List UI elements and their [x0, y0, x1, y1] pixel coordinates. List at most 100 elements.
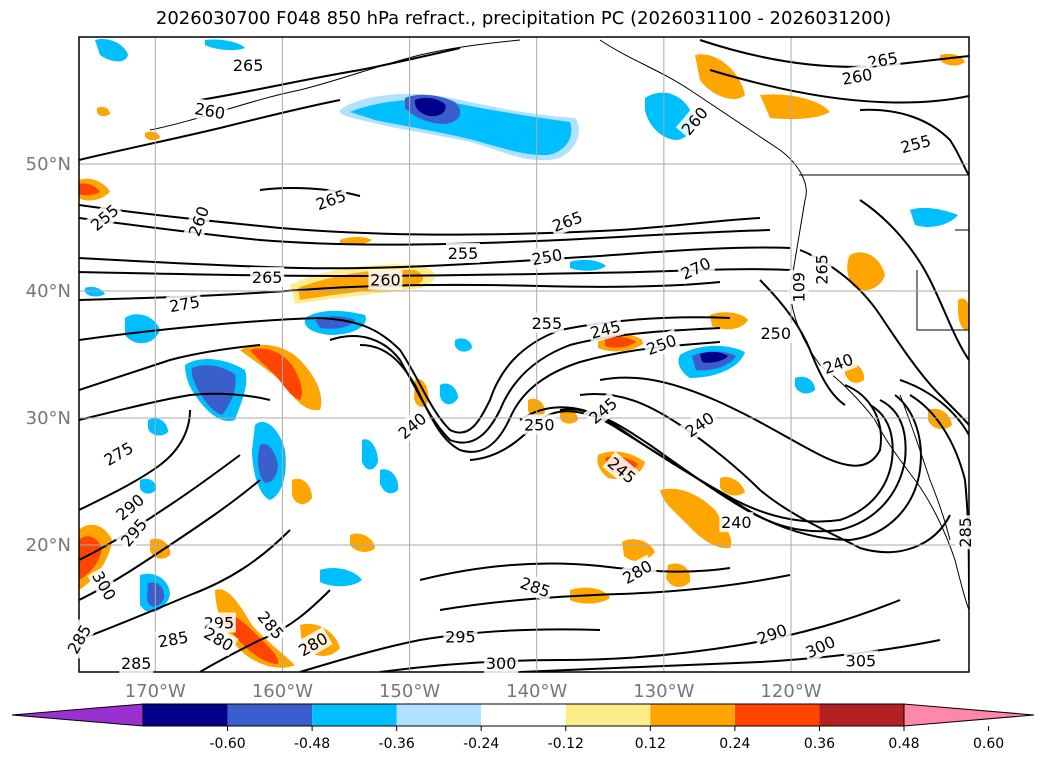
contour-line [599, 376, 882, 467]
contour-label-bg [154, 626, 192, 652]
coastline [916, 270, 969, 331]
contour-label-bg [719, 512, 754, 533]
precip-blob [666, 563, 691, 587]
contour-label-bg [199, 621, 239, 657]
precip-blob [414, 379, 429, 407]
contour-label: 255 [448, 244, 479, 263]
colorbar-swatch [819, 704, 904, 726]
contour-label: 250 [524, 415, 555, 434]
contour-line [79, 316, 731, 434]
lon-tick-label: 170°W [125, 681, 186, 702]
contour-label-group: 260 [368, 269, 403, 290]
precip-blob [440, 383, 458, 405]
colorbar-swatch [312, 704, 397, 726]
contour-line [259, 187, 361, 197]
contour-line [79, 99, 341, 161]
contour-label-group: 305 [843, 650, 878, 671]
contour-label-bg [843, 650, 878, 671]
contour-label-bg [676, 251, 716, 285]
lon-tick-label: 150°W [379, 681, 440, 702]
precip-blob [710, 312, 748, 330]
contour-label-bg [617, 554, 657, 589]
contour-line [199, 47, 461, 101]
lon-tick-label: 130°W [633, 681, 694, 702]
contour-label-bg [547, 205, 587, 237]
colorbar-tick-label: -0.48 [294, 736, 330, 752]
precip-blob [414, 97, 446, 117]
contour-label-bg [484, 653, 519, 674]
contour-label-group: 255 [445, 242, 480, 263]
contour-label-bg [529, 312, 564, 333]
precip-blob [350, 533, 375, 552]
contour-label-bg [98, 436, 139, 471]
precip-blob [257, 443, 278, 483]
contour-label-bg [119, 653, 154, 674]
colorbar-tick-label: 0.24 [719, 736, 750, 752]
coastline [874, 419, 969, 611]
colorbar-tick-label: 0.12 [635, 736, 666, 752]
coastline [899, 394, 951, 541]
contour-label-bg [252, 605, 290, 645]
precip-blob [847, 252, 885, 291]
contour-line [79, 246, 791, 270]
contour-line [899, 379, 969, 436]
contour-line [419, 562, 731, 581]
contour-label-bg [84, 198, 124, 236]
contour-label-bg [752, 618, 792, 650]
contour-line [559, 394, 922, 542]
contour-line [79, 454, 241, 561]
contour-label-group: 295 [443, 626, 478, 647]
precip-blob [320, 568, 362, 587]
contour-label-group: 285 [119, 653, 154, 674]
lat-tick-label: 40°N [26, 281, 71, 302]
contour-label: 305 [846, 652, 877, 671]
lon-tick-label: 140°W [506, 681, 567, 702]
precip-blob [760, 94, 830, 120]
contour-label-bg [191, 97, 229, 124]
lat-tick-label: 20°N [26, 535, 71, 556]
contour-label: 300 [486, 654, 517, 673]
precip-blob [340, 237, 372, 245]
contour-label-bg [61, 619, 97, 659]
contour-label-bg [115, 512, 153, 552]
precip-blob [695, 54, 745, 100]
precip-blob [362, 439, 378, 470]
precip-blob [660, 488, 732, 549]
contour-label-group: 275 [98, 436, 139, 471]
contour-label-bg [583, 391, 623, 429]
contour-label-bg [516, 571, 555, 603]
lon-axis-labels: 170°W 160°W 150°W 140°W 130°W 120°W [125, 681, 822, 702]
colorbar-tick-label: 0.60 [973, 736, 1004, 752]
precip-blob [85, 286, 105, 297]
contour-label: 260 [370, 271, 401, 290]
contour-label-bg [250, 267, 285, 288]
contour-label-bg [641, 329, 681, 360]
contour-line [199, 589, 331, 672]
contour-line [439, 574, 791, 611]
contour-label-bg [87, 565, 122, 606]
precip-blob [148, 418, 168, 436]
contour-label-bg [758, 322, 793, 343]
precip-blob [570, 259, 606, 271]
precip-blob [700, 351, 728, 363]
contour-label-bg [443, 626, 478, 647]
contour-line [519, 639, 941, 672]
contour-label-group: 260 [838, 63, 876, 90]
colorbar-swatch [396, 704, 482, 726]
contour-label: 255 [532, 314, 563, 333]
contour-label-bg [864, 47, 902, 73]
contour-label-bg [896, 129, 935, 158]
precip-blob [292, 478, 312, 505]
contour-label-bg [311, 184, 351, 215]
contour-line [859, 108, 969, 176]
colorbar-swatch [565, 704, 651, 726]
contour-label-bg [293, 626, 333, 662]
colorbar-swatch [650, 704, 735, 726]
precip-blob [191, 365, 236, 415]
contour-label-bg [811, 252, 832, 287]
colorbar-tick-label: 0.48 [888, 736, 919, 752]
contour-label-group: 255 [529, 312, 564, 333]
contour-line [359, 341, 721, 453]
contour-label-group: 300 [484, 653, 519, 674]
precip-blob [224, 614, 279, 664]
